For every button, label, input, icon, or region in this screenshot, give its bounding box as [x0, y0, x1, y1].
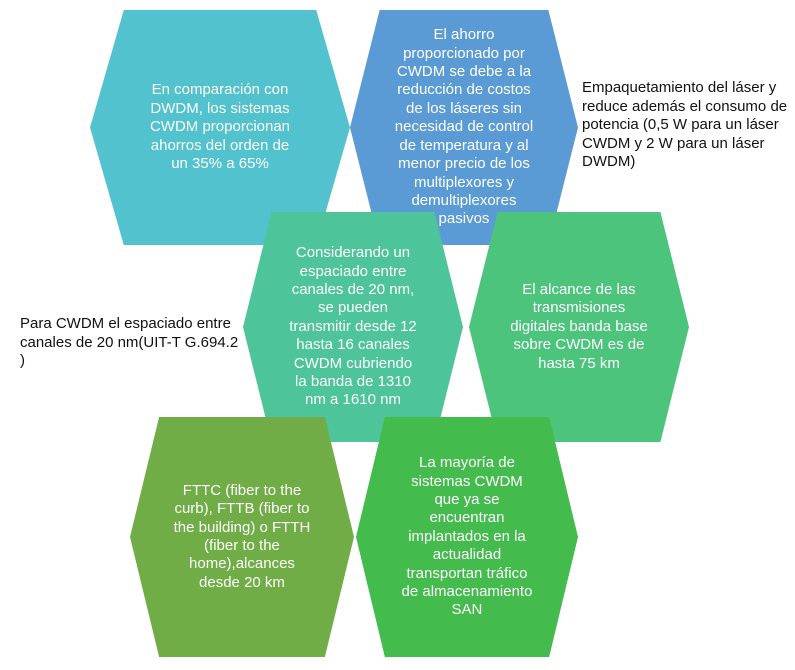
- hexagon-reach-text: El alcance de las transmisiones digitale…: [510, 280, 648, 372]
- hexagon-fttx: [130, 417, 354, 657]
- hexagon-fttx-text: FTTC (fiber to the curb), FTTB (fiber to…: [173, 481, 311, 591]
- hexagon-san-traffic: [356, 417, 578, 657]
- hexagon-cost-reduction-text: El ahorro proporcionado por CWDM se debe…: [394, 26, 534, 228]
- hexagon-reach: [469, 212, 689, 442]
- hexagon-san-traffic-text: La mayoría de sistemas CWDM que ya se en…: [401, 454, 533, 619]
- hexagon-dwdm-savings: [90, 10, 350, 245]
- hexagon-cost-reduction: [350, 10, 578, 245]
- laser-packaging-note: Empaquetamiento del láser y reduce ademá…: [582, 79, 788, 171]
- hexagon-dwdm-savings-text: En comparación con DWDM, los sistemas CW…: [149, 81, 291, 173]
- hexagon-channel-spacing: [243, 212, 463, 442]
- hexagon-channel-spacing-text: Considerando un espaciado entre canales …: [289, 244, 417, 409]
- channel-spacing-note: Para CWDM el espaciado entre canales de …: [20, 315, 239, 370]
